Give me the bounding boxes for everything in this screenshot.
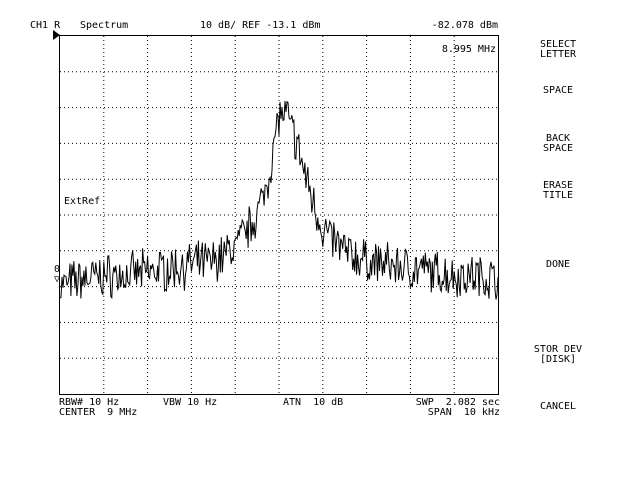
span-label: SPAN 10 kHz xyxy=(427,407,500,418)
spectrum-trace xyxy=(60,100,498,300)
done-softkey[interactable]: DONE xyxy=(545,259,571,270)
ext-ref-label: ExtRef xyxy=(64,196,101,207)
spectrum-grid xyxy=(60,36,498,394)
mode-label: Spectrum xyxy=(80,20,129,31)
atn-label: ATN 10 dB xyxy=(283,397,344,408)
vbw-label: VBW 10 Hz xyxy=(163,397,218,408)
swp-label: SWP 2.082 sec xyxy=(415,397,500,408)
marker-value-label: -82.078 dBm xyxy=(431,20,498,31)
erase-title-softkey[interactable]: ERASE TITLE xyxy=(542,180,574,201)
stor-dev-softkey[interactable]: STOR DEV [DISK] xyxy=(533,344,583,365)
spectrum-display[interactable]: 8.995 MHz ExtRef xyxy=(59,35,499,395)
space-softkey[interactable]: SPACE xyxy=(542,85,574,96)
rbw-label: RBW# 10 Hz xyxy=(59,397,120,408)
channel-label: CH1 R xyxy=(30,20,61,31)
back-space-softkey[interactable]: BACK SPACE xyxy=(542,133,574,154)
select-letter-softkey[interactable]: SELECT LETTER xyxy=(539,39,577,60)
level-marker: 0 ▽ xyxy=(54,265,60,285)
level-marker-label: 0 xyxy=(54,264,61,275)
level-marker-arrow-icon: ▽ xyxy=(54,274,61,285)
scale-ref-label: 10 dB/ REF -13.1 dBm xyxy=(200,20,321,31)
cancel-softkey[interactable]: CANCEL xyxy=(539,401,577,412)
ref-marker-icon xyxy=(53,30,60,40)
marker-frequency-label: 8.995 MHz xyxy=(441,44,496,55)
center-label: CENTER 9 MHz xyxy=(59,407,138,418)
